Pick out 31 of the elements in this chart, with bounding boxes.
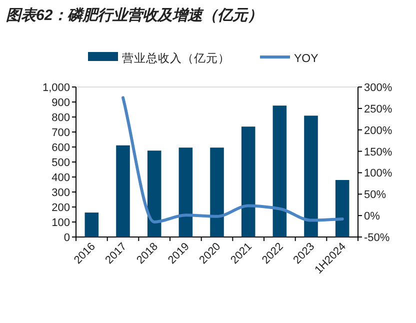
bar [335, 180, 350, 237]
y-tick-label: 500 [52, 157, 70, 169]
legend-label: 营业总收入（亿元） [122, 51, 230, 65]
bar [147, 150, 162, 237]
bar [84, 212, 99, 237]
y2-tick-label: 50% [364, 189, 386, 202]
y2-tick-label: -50% [364, 232, 390, 244]
y-tick-label: 700 [52, 127, 70, 139]
y2-tick-label: 300% [364, 82, 392, 94]
bar [304, 116, 318, 237]
legend-label: YOY [294, 53, 319, 65]
y2-tick-label: 150% [364, 146, 392, 158]
y-tick-label: 400 [52, 172, 70, 184]
y-tick-label: 0 [64, 232, 70, 244]
bar [241, 126, 256, 237]
y-tick-label: 600 [52, 142, 70, 154]
y2-tick-label: 0% [364, 210, 380, 223]
y-tick-label: 1,000 [42, 82, 70, 94]
y2-tick-label: 200% [364, 124, 392, 137]
bar [272, 106, 287, 237]
bar [178, 148, 193, 237]
y-tick-label: 100 [52, 217, 70, 229]
bar [116, 145, 130, 237]
y-tick-label: 800 [52, 112, 70, 124]
y2-tick-label: 100% [364, 168, 392, 180]
y-tick-label: 300 [52, 187, 70, 199]
chart-title: 图表62：磷肥行业营收及增速（亿元） [6, 7, 263, 24]
bar [210, 148, 224, 237]
y-tick-label: 900 [52, 97, 70, 109]
y2-tick-label: 250% [364, 103, 392, 116]
y-tick-label: 200 [52, 202, 70, 214]
